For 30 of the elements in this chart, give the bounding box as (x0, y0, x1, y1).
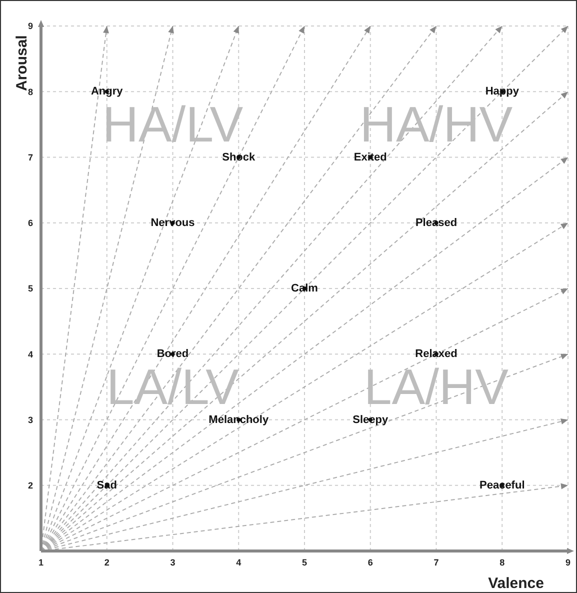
data-label: Melancholy (208, 414, 270, 426)
y-tick-label: 7 (28, 152, 33, 162)
x-tick-label: 2 (104, 557, 110, 568)
annotation: LA/HV (364, 358, 510, 415)
annotation: HA/HV (360, 96, 514, 152)
data-label: Nervous (150, 216, 195, 229)
x-tick-label: 3 (170, 557, 176, 568)
y-tick-label: 3 (28, 414, 33, 425)
data-label: Shock (222, 151, 256, 164)
x-tick-label: 4 (236, 557, 242, 568)
y-tick-label: 8 (28, 86, 33, 97)
y-tick-label: 2 (28, 480, 33, 491)
x-tick-label: 9 (565, 557, 571, 568)
data-label: Bored (156, 348, 189, 360)
x-tick-label: 8 (500, 557, 505, 568)
data-label: Happy (485, 86, 520, 98)
annotation: HA/LV (102, 96, 244, 152)
data-label: Pleased (415, 216, 458, 229)
y-tick-label: 6 (28, 218, 33, 228)
y-tick-label: 5 (28, 284, 33, 294)
x-tick-label: 5 (302, 557, 308, 568)
y-tick-label: 9 (28, 21, 33, 32)
x-tick-label: 1 (38, 557, 44, 568)
x-tick-label: 6 (368, 557, 373, 568)
y-tick-label: 4 (28, 349, 33, 360)
x-tick-label: 7 (434, 557, 439, 568)
x-axis-title: Valence (488, 575, 544, 592)
data-label: Peaceful (480, 479, 525, 492)
data-label: Relaxed (415, 348, 458, 360)
data-label: Exited (354, 151, 387, 164)
